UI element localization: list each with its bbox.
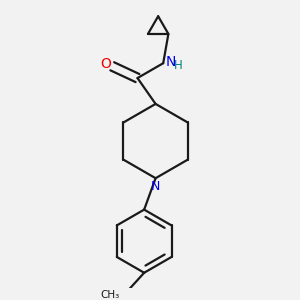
Text: CH₃: CH₃ (101, 290, 120, 300)
Text: N: N (151, 180, 160, 193)
Text: O: O (100, 57, 111, 71)
Text: N: N (166, 56, 176, 70)
Text: H: H (174, 58, 182, 72)
